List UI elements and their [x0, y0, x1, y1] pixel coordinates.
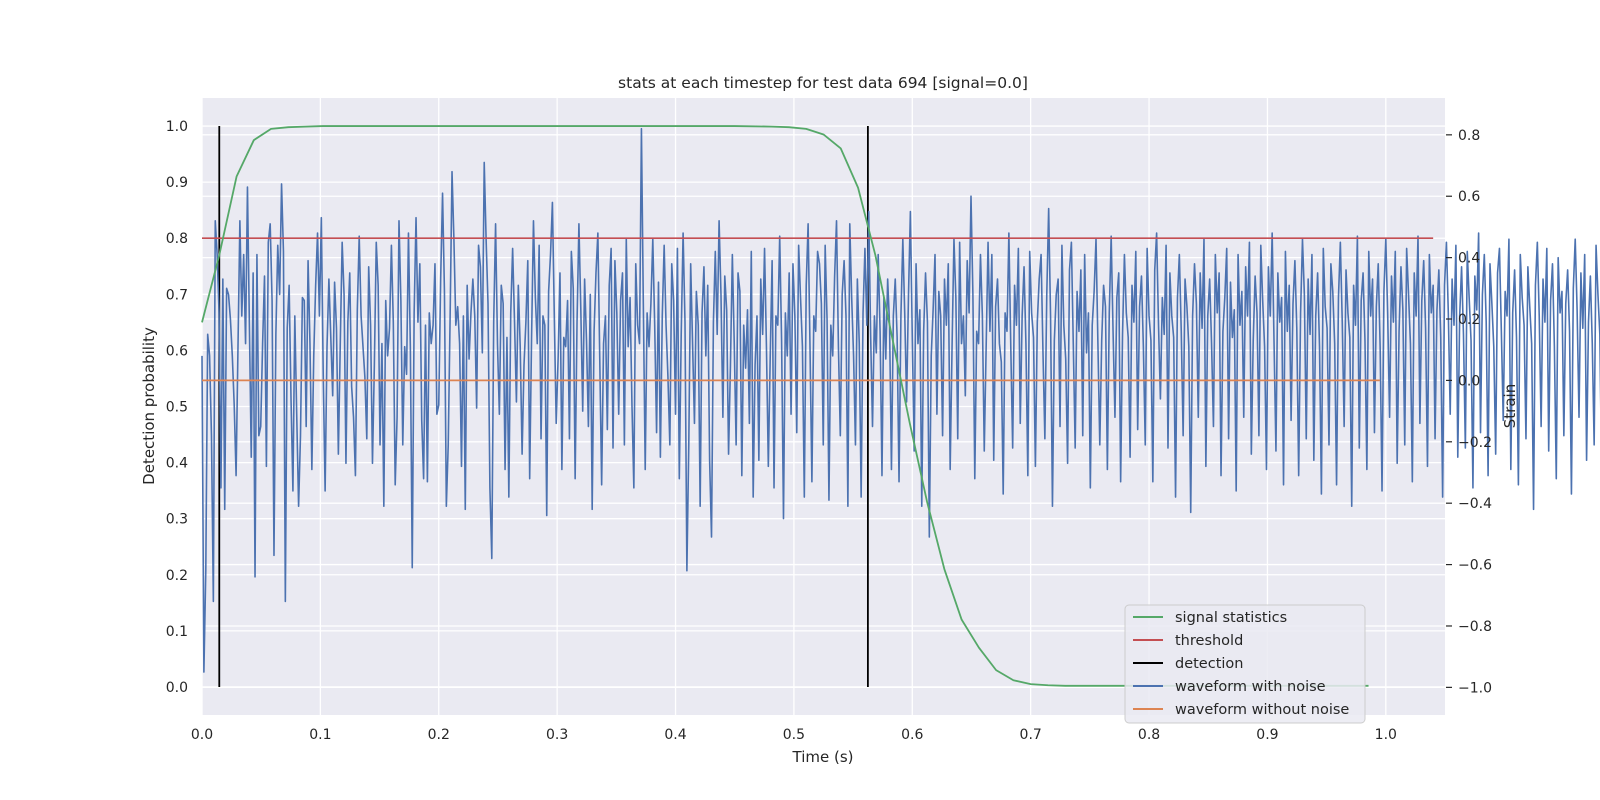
- y-right-tick-label: 0.8: [1458, 128, 1480, 144]
- y-tick-label: 0.4: [166, 456, 188, 472]
- x-tick-label: 1.0: [1375, 727, 1397, 743]
- y-right-tick-label: −1.0: [1458, 680, 1492, 696]
- y-tick-label: 1.0: [166, 119, 188, 135]
- legend: signal statistics threshold detection wavef…: [1124, 604, 1366, 724]
- x-tick-label: 0.7: [1020, 727, 1042, 743]
- waveform-with-noise-line: [201, 127, 1600, 673]
- y-axis-ticks: 0.0 0.1 0.2 0.3 0.4 0.5 0.6 0.7 0.8 0.9 1.0: [166, 119, 188, 696]
- y-axis-right-label: Strain: [1501, 384, 1519, 428]
- signal-statistics-line: [201, 125, 1369, 687]
- y-right-tick-label: 0.6: [1458, 189, 1480, 205]
- x-axis-ticks: 0.0 0.1 0.2 0.3 0.4 0.5 0.6 0.7 0.8 0.9 1.0: [191, 727, 1397, 743]
- y-right-tick-label: 0.4: [1458, 251, 1480, 267]
- x-tick-label: 0.6: [901, 727, 923, 743]
- legend-label: waveform without noise: [1175, 702, 1349, 718]
- y-tick-label: 0.9: [166, 175, 188, 191]
- y-right-tick-label: −0.8: [1458, 619, 1492, 635]
- x-tick-label: 0.1: [309, 727, 331, 743]
- y-tick-label: 0.7: [166, 287, 188, 303]
- y-tick-label: 0.1: [166, 624, 188, 640]
- y-tick-label: 0.6: [166, 343, 188, 359]
- y-tick-label: 0.5: [166, 400, 188, 416]
- x-tick-label: 0.9: [1256, 727, 1278, 743]
- y-tick-label: 0.0: [166, 680, 188, 696]
- chart-title: stats at each timestep for test data 694…: [618, 74, 1028, 92]
- y-right-tick-label: −0.4: [1458, 496, 1492, 512]
- y-axis-right-ticks: −1.0 −0.8 −0.6 −0.4 −0.2 0.0 0.2 0.4 0.6 0.8: [1446, 128, 1492, 696]
- y-tick-label: 0.2: [166, 568, 188, 584]
- y-right-tick-label: 0.2: [1458, 312, 1480, 328]
- legend-label: signal statistics: [1175, 610, 1287, 626]
- x-tick-label: 0.8: [1138, 727, 1160, 743]
- y-axis-label: Detection probability: [140, 327, 158, 485]
- x-tick-label: 0.3: [546, 727, 568, 743]
- y-right-tick-label: −0.6: [1458, 558, 1492, 574]
- series-lines: [201, 125, 1600, 687]
- x-tick-label: 0.2: [428, 727, 450, 743]
- y-tick-label: 0.3: [166, 512, 188, 528]
- y-right-tick-label: 0.0: [1458, 373, 1480, 389]
- y-tick-label: 0.8: [166, 231, 188, 247]
- legend-label: detection: [1175, 656, 1243, 672]
- legend-box: [1124, 604, 1366, 724]
- legend-label: threshold: [1175, 633, 1243, 649]
- legend-label: waveform with noise: [1175, 679, 1326, 695]
- x-axis-label: Time (s): [792, 748, 854, 766]
- x-tick-label: 0.4: [664, 727, 686, 743]
- x-tick-label: 0.0: [191, 727, 213, 743]
- y-right-tick-label: −0.2: [1458, 435, 1492, 451]
- x-tick-label: 0.5: [783, 727, 805, 743]
